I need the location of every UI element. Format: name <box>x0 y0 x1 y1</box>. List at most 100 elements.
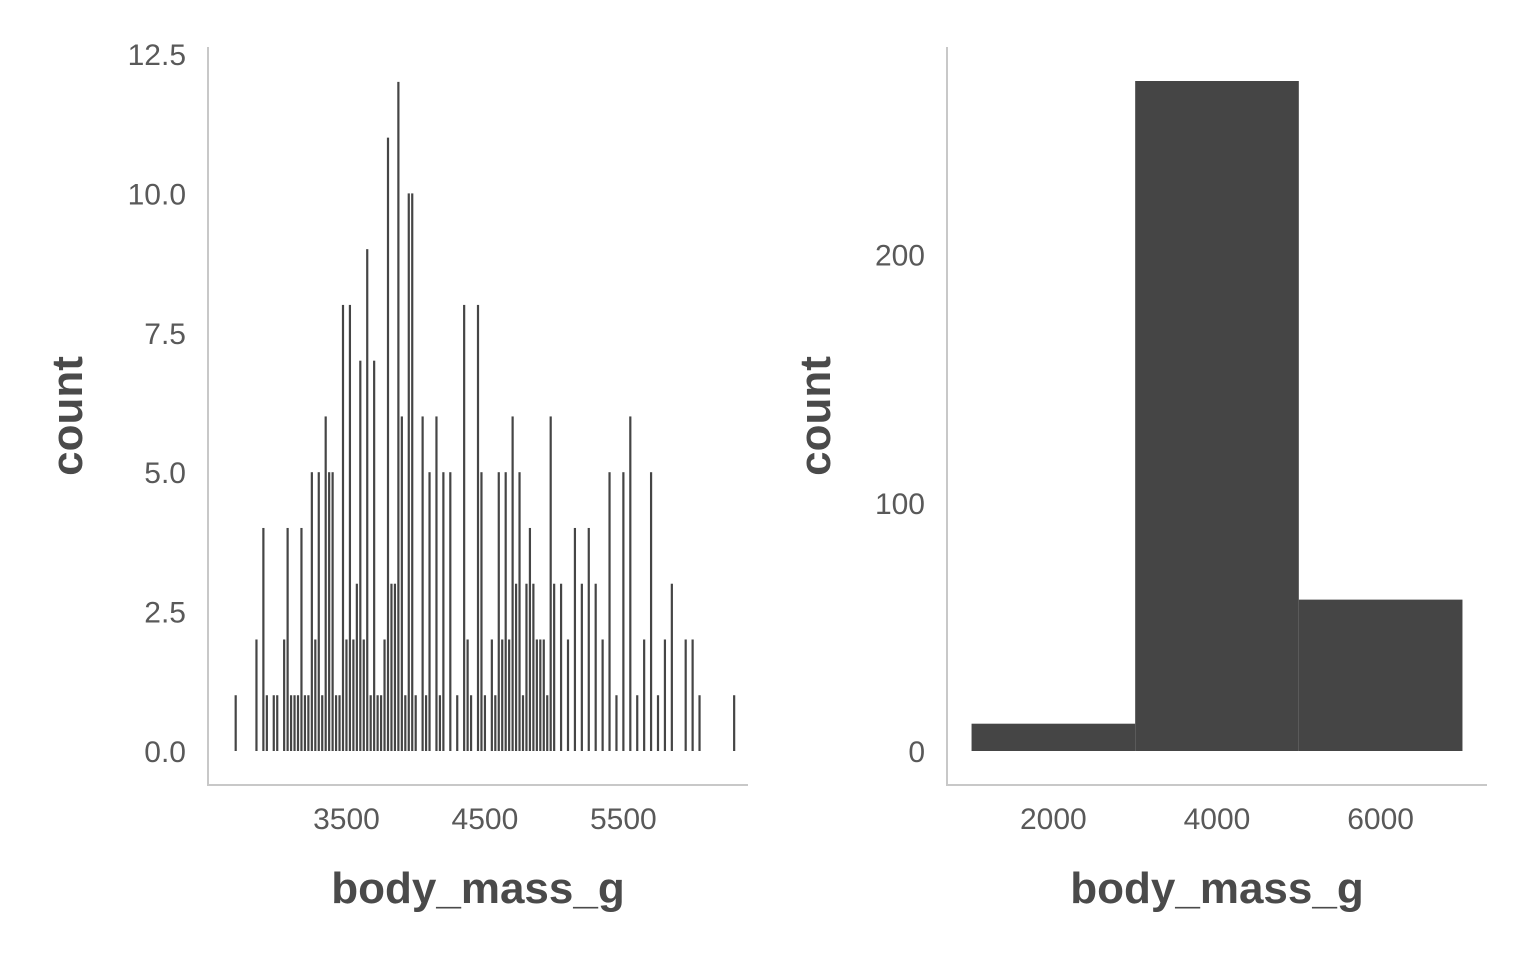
histogram-bar <box>442 472 445 751</box>
histogram-bar <box>483 695 487 751</box>
histogram-bar <box>400 416 403 751</box>
y-axis-title: count <box>43 356 92 476</box>
histogram-bar <box>566 639 570 751</box>
bars-group <box>971 81 1463 751</box>
y-tick-label: 100 <box>875 488 925 521</box>
histogram-bar <box>265 695 268 751</box>
histogram-bar <box>580 583 583 751</box>
histogram-bar <box>321 695 324 751</box>
histogram-bar <box>234 695 237 751</box>
histogram-bar <box>601 639 604 751</box>
histogram-bar <box>539 639 542 751</box>
histogram-bar <box>532 583 535 751</box>
y-tick-label: 0.0 <box>144 736 186 769</box>
histogram-bar <box>549 416 552 751</box>
x-axis-title: body_mass_g <box>331 864 624 913</box>
histogram-bar <box>411 193 414 751</box>
histogram-bar <box>518 472 521 751</box>
histogram-bar <box>476 304 480 751</box>
x-tick-label: 4000 <box>1184 803 1251 836</box>
histogram-bar <box>324 416 327 751</box>
histogram-bar <box>733 695 736 751</box>
histogram-bar <box>369 695 372 751</box>
histogram-bar <box>289 695 293 751</box>
histogram-bar <box>397 81 400 751</box>
histogram-bar <box>414 695 417 751</box>
histogram-bar <box>535 639 538 751</box>
y-tick-label: 5.0 <box>144 457 186 490</box>
histogram-wide-bins: 0 100 200 2000 4000 6000 count body_mass_g <box>791 47 1487 913</box>
histogram-bar <box>348 304 352 751</box>
histogram-bar <box>511 416 514 751</box>
histogram-bar <box>542 639 545 751</box>
histogram-bar <box>663 639 667 751</box>
histogram-bar <box>366 249 369 751</box>
histogram-bar <box>508 639 511 751</box>
histogram-bar <box>404 695 407 751</box>
histogram-bar <box>525 583 528 751</box>
histogram-bar <box>684 639 687 751</box>
histogram-bar <box>643 639 646 751</box>
histogram-bar <box>407 193 410 751</box>
histogram-bar <box>466 639 469 751</box>
histogram-bar <box>573 527 577 751</box>
y-tick-label: 0 <box>908 736 925 769</box>
histogram-bar <box>328 472 331 751</box>
histogram-bar <box>636 695 639 751</box>
histogram-bar <box>428 472 431 751</box>
histogram-bar <box>424 695 428 751</box>
histogram-bar <box>463 304 466 751</box>
histogram-bar <box>355 583 358 751</box>
histogram-bar <box>276 695 279 751</box>
y-axis-title: count <box>791 356 840 476</box>
y-tick-labels: 0 100 200 <box>875 240 925 769</box>
histogram-bar <box>255 639 258 751</box>
histogram-bar <box>310 472 313 751</box>
histogram-bar <box>307 695 310 751</box>
histogram-bar <box>501 639 504 751</box>
histogram-bar <box>362 639 365 751</box>
histogram-bar <box>421 416 424 751</box>
histogram-bar <box>435 416 438 751</box>
histogram-bar <box>504 472 507 751</box>
histogram-bar <box>469 695 473 751</box>
histogram-bar <box>449 472 452 751</box>
histogram-bar <box>494 695 497 751</box>
histogram-bar <box>300 527 303 751</box>
histogram-bar <box>390 583 393 751</box>
histogram-bar <box>303 695 307 751</box>
y-tick-labels: 0.0 2.5 5.0 7.5 10.0 12.5 <box>128 39 186 769</box>
y-tick-label: 200 <box>875 240 925 273</box>
histogram-bar <box>386 137 390 751</box>
histogram-bar <box>971 723 1136 751</box>
histogram-bar <box>393 583 397 751</box>
histogram-bar <box>670 583 673 751</box>
histogram-bar <box>497 472 500 751</box>
x-tick-label: 4500 <box>452 803 519 836</box>
histogram-bar <box>338 695 341 751</box>
histogram-bar <box>283 639 286 751</box>
histogram-bar <box>334 695 338 751</box>
histogram-bar <box>272 695 275 751</box>
histogram-bar <box>608 472 611 751</box>
y-tick-label: 10.0 <box>128 178 186 211</box>
x-tick-labels: 2000 4000 6000 <box>1020 803 1414 836</box>
histogram-bar <box>656 695 660 751</box>
histogram-bar <box>379 695 383 751</box>
histogram-bar <box>1135 81 1299 751</box>
histogram-bar <box>1298 599 1463 751</box>
histogram-bar <box>514 583 518 751</box>
histogram-bar <box>359 360 362 751</box>
histogram-bar <box>293 695 296 751</box>
histogram-bar <box>528 527 532 751</box>
x-tick-labels: 3500 4500 5500 <box>313 803 657 836</box>
x-tick-label: 2000 <box>1020 803 1087 836</box>
histogram-fine-bins: 0.02.55.07.510.012.5 3500 4500 5500 count … <box>43 39 748 913</box>
histogram-bar <box>296 695 300 751</box>
histogram-bar <box>317 472 320 751</box>
x-tick-label: 6000 <box>1347 803 1414 836</box>
x-tick-label: 3500 <box>313 803 380 836</box>
histogram-bar <box>629 416 632 751</box>
histogram-bar <box>376 695 379 751</box>
